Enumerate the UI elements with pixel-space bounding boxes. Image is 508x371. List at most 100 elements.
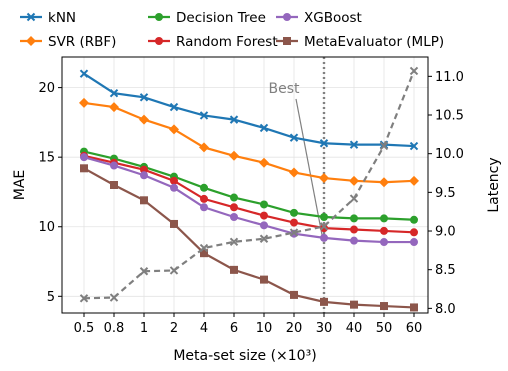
series-line bbox=[83, 150, 415, 221]
x-marker-stroke bbox=[26, 12, 36, 22]
x-tick-label: 40 bbox=[346, 321, 363, 336]
circle-marker bbox=[290, 208, 298, 217]
x-tick-label: 30 bbox=[316, 321, 333, 336]
circle-marker bbox=[350, 225, 358, 234]
x-marker bbox=[349, 140, 359, 149]
square-marker bbox=[283, 37, 291, 45]
y-tick-label: 5 bbox=[47, 290, 55, 305]
x-marker bbox=[109, 293, 119, 302]
series-line bbox=[83, 154, 415, 234]
circle-marker bbox=[350, 236, 358, 245]
y-tick-label: 15 bbox=[38, 151, 55, 166]
circle-marker bbox=[410, 238, 418, 247]
x-marker-stroke bbox=[229, 115, 239, 124]
x-tick-label: 0.5 bbox=[74, 321, 95, 336]
diamond-marker bbox=[379, 177, 389, 188]
legend-item: MetaEvaluator (MLP) bbox=[276, 34, 444, 50]
square-marker bbox=[380, 302, 388, 311]
legend-item: kNN bbox=[20, 10, 76, 26]
x-marker bbox=[26, 12, 36, 22]
legend-label: SVR (RBF) bbox=[48, 34, 116, 50]
x-marker-stroke bbox=[349, 194, 359, 203]
diamond-marker bbox=[169, 124, 179, 135]
series-line bbox=[83, 167, 415, 309]
circle-marker bbox=[155, 13, 163, 21]
diamond-marker bbox=[229, 150, 239, 161]
square-marker bbox=[350, 300, 358, 309]
circle-marker bbox=[410, 228, 418, 237]
x-marker-stroke bbox=[199, 111, 209, 120]
circle-marker bbox=[410, 215, 418, 224]
x-marker-stroke bbox=[229, 237, 239, 247]
x-tick-label: 4 bbox=[200, 321, 208, 336]
x-marker bbox=[139, 93, 149, 102]
legend-label: MetaEvaluator (MLP) bbox=[304, 34, 444, 50]
x-marker-stroke bbox=[199, 243, 209, 253]
y-right-tick-label: 8.5 bbox=[435, 263, 456, 278]
square-marker bbox=[410, 303, 418, 312]
square-marker bbox=[170, 219, 178, 228]
diamond-marker bbox=[319, 173, 329, 184]
x-marker bbox=[409, 141, 419, 151]
series-line bbox=[83, 156, 414, 244]
legend-item: XGBoost bbox=[276, 10, 362, 26]
series-latency bbox=[79, 66, 419, 303]
series-line bbox=[83, 101, 415, 184]
circle-marker bbox=[350, 214, 358, 223]
diamond-marker bbox=[409, 175, 419, 186]
x-tick-label: 2 bbox=[170, 321, 178, 336]
circle-marker bbox=[80, 153, 88, 162]
square-marker bbox=[230, 265, 238, 274]
circle-marker bbox=[140, 165, 148, 174]
x-marker-stroke bbox=[259, 123, 269, 133]
x-tick-label: 1 bbox=[140, 321, 148, 336]
legend: kNN SVR (RBF) Decision Tree Random Forest XG… bbox=[20, 10, 444, 50]
x-tick-label: 60 bbox=[406, 321, 423, 336]
circle-marker bbox=[380, 226, 388, 235]
x-marker bbox=[169, 266, 179, 275]
x-marker-stroke bbox=[349, 140, 359, 149]
x-marker-stroke bbox=[139, 267, 149, 276]
legend-item: SVR (RBF) bbox=[20, 34, 116, 50]
diamond-marker bbox=[26, 36, 36, 46]
x-marker-stroke bbox=[109, 293, 119, 302]
x-tick-label: 50 bbox=[376, 321, 393, 336]
x-marker-stroke bbox=[79, 294, 89, 303]
x-marker-stroke bbox=[259, 234, 269, 243]
x-marker bbox=[79, 294, 89, 303]
x-tick-label: 6 bbox=[230, 321, 238, 336]
circle-marker bbox=[230, 193, 238, 202]
annotation-layer: Best bbox=[268, 57, 326, 313]
y-right-tick-label: 10.0 bbox=[435, 147, 464, 162]
legend-item: Decision Tree bbox=[148, 10, 266, 26]
x-marker-stroke bbox=[289, 228, 299, 237]
x-marker bbox=[79, 69, 89, 78]
square-marker bbox=[290, 290, 298, 299]
x-marker bbox=[139, 267, 149, 276]
circle-marker bbox=[380, 214, 388, 223]
x-marker bbox=[349, 194, 359, 203]
x-tick-label: 0.8 bbox=[104, 321, 125, 336]
y-axis-label: MAE bbox=[12, 170, 28, 201]
circle-marker bbox=[283, 13, 291, 21]
x-marker-stroke bbox=[109, 88, 119, 98]
x-marker-stroke bbox=[319, 222, 329, 231]
circle-marker bbox=[230, 203, 238, 212]
diamond-marker bbox=[79, 97, 89, 108]
diamond-marker bbox=[289, 167, 299, 178]
y-right-tick-label: 11.0 bbox=[435, 70, 464, 85]
circle-marker bbox=[260, 221, 268, 230]
diamond-marker bbox=[259, 157, 269, 168]
circle-marker bbox=[200, 183, 208, 192]
circle-marker bbox=[110, 161, 118, 170]
x-marker-stroke bbox=[289, 133, 299, 142]
y-right-tick-label: 8.0 bbox=[435, 302, 456, 317]
x-marker-stroke bbox=[319, 139, 329, 148]
circle-marker bbox=[320, 213, 328, 221]
diamond-marker bbox=[349, 175, 359, 186]
y-right-tick-label: 9.5 bbox=[435, 186, 456, 201]
circle-marker bbox=[140, 171, 148, 180]
y-tick-label: 20 bbox=[38, 81, 55, 96]
x-axis-label: Meta-set size (×10³) bbox=[173, 348, 316, 364]
series-svr-rbf bbox=[79, 97, 419, 188]
